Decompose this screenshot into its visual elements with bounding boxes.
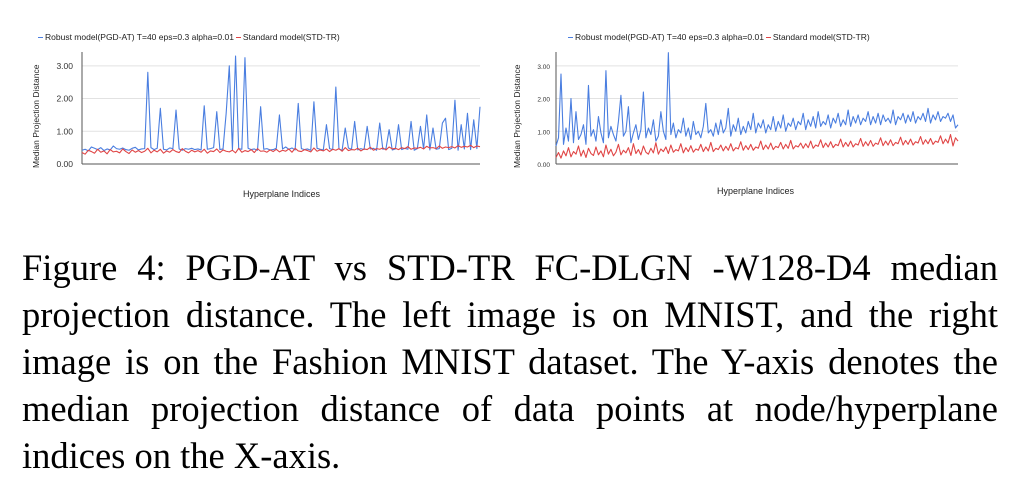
chart-legend: Robust model(PGD-AT) T=40 eps=0.3 alpha=… [566,32,870,42]
y-tick-label: 1.00 [537,129,550,136]
legend-swatch-standard [765,37,771,39]
legend-label-standard: Standard model(STD-TR) [242,32,340,42]
figure-caption: Figure 4: PGD-AT vs STD-TR FC-DLGN -W128… [22,247,998,476]
legend-swatch-standard [235,37,241,39]
chart-panel-right: Robust model(PGD-AT) T=40 eps=0.3 alpha=… [506,0,1006,215]
series-line-robust [555,52,959,147]
legend-swatch-robust [568,37,573,39]
chart-legend: Robust model(PGD-AT) T=40 eps=0.3 alpha=… [36,32,340,42]
legend-label-robust: Robust model(PGD-AT) T=40 eps=0.3 alpha=… [575,32,764,42]
chart-plot-right: 0.00 1.00 2.00 3.00 [537,52,959,169]
series-line-standard [555,134,959,159]
legend-label-standard: Standard model(STD-TR) [772,32,870,42]
legend-swatch-robust [38,37,43,39]
y-tick-label: 1.00 [56,126,73,136]
y-tick-label: 0.00 [537,162,550,169]
series-line-robust [81,55,481,152]
chart-panel-left: Robust model(PGD-AT) T=40 eps=0.3 alpha=… [0,0,500,215]
x-axis-label: Hyperplane Indices [243,189,321,199]
series-line-standard [81,144,481,155]
y-tick-label: 2.00 [56,94,73,104]
y-tick-label: 0.00 [56,159,73,169]
y-tick-label: 2.00 [537,97,550,104]
legend-label-robust: Robust model(PGD-AT) T=40 eps=0.3 alpha=… [45,32,234,42]
chart-plot-left: 0.00 1.00 2.00 3.00 [56,52,481,169]
x-axis-label: Hyperplane Indices [717,186,795,196]
y-tick-label: 3.00 [537,64,550,71]
y-tick-label: 3.00 [56,61,73,71]
